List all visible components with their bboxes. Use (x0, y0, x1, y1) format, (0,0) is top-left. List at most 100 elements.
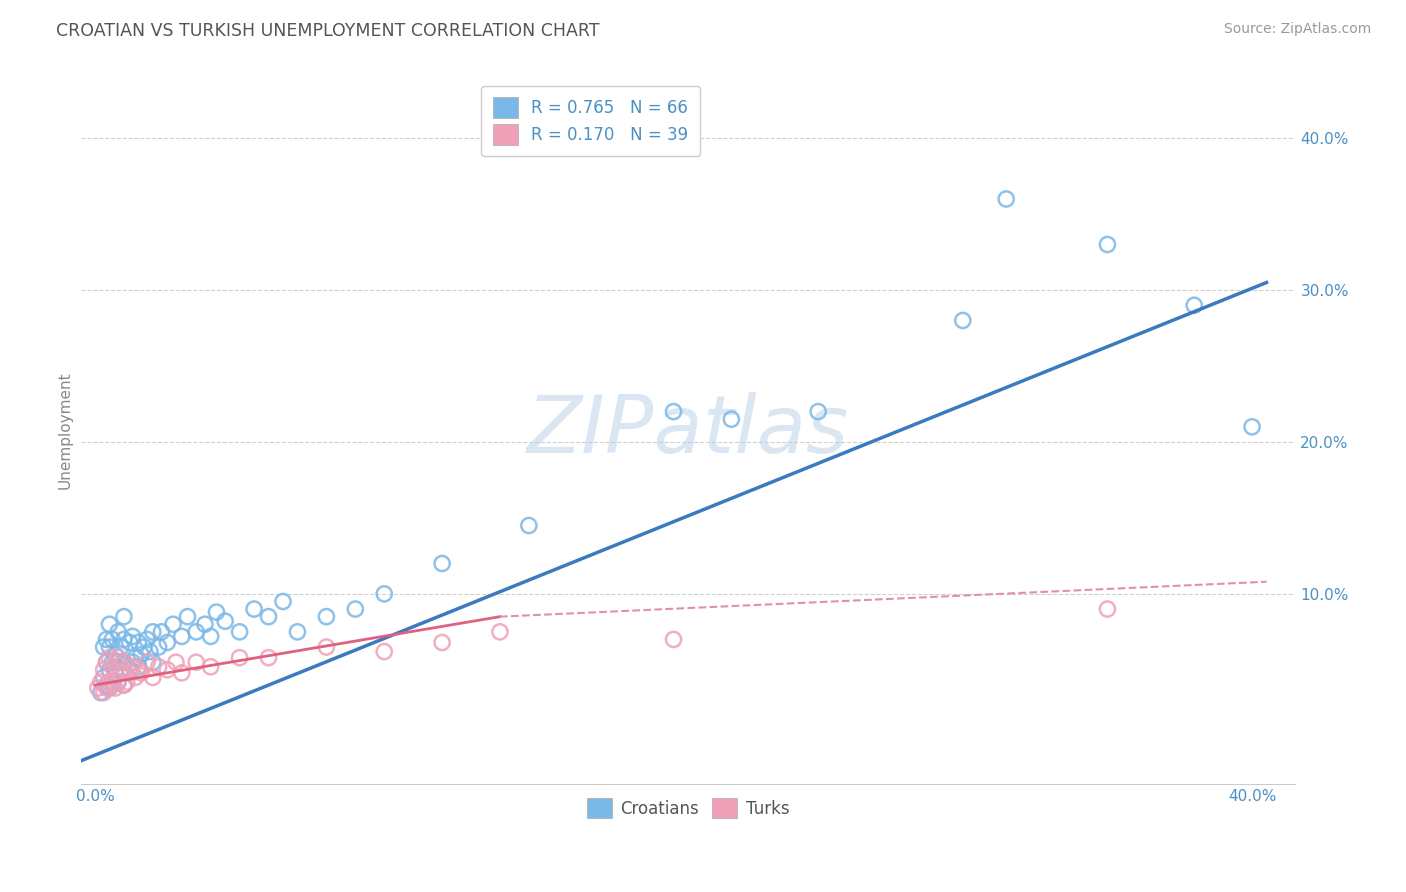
Point (110, 663, 132, 677)
Point (93, 663, 115, 677)
Point (118, 663, 141, 677)
Point (121, 629, 143, 643)
Point (124, 670, 146, 684)
Point (373, 644, 395, 658)
Point (112, 678, 135, 692)
Point (257, 609, 280, 624)
Point (228, 624, 250, 639)
Point (243, 602, 266, 616)
Point (139, 644, 162, 658)
Point (148, 640, 170, 654)
Text: Source: ZipAtlas.com: Source: ZipAtlas.com (1223, 22, 1371, 37)
Point (1182, 298, 1205, 312)
Point (87, 681, 110, 695)
Point (112, 678, 135, 692)
Point (271, 594, 294, 608)
Point (170, 629, 193, 643)
Point (110, 665, 132, 680)
Point (200, 629, 222, 643)
Point (96, 678, 118, 692)
Point (112, 655, 135, 669)
Point (101, 632, 124, 647)
Point (214, 614, 236, 628)
Point (136, 655, 159, 669)
Point (118, 665, 141, 680)
Point (127, 660, 149, 674)
Point (121, 660, 143, 674)
Point (96, 632, 118, 647)
Point (228, 650, 250, 665)
Point (107, 650, 129, 665)
Point (257, 650, 280, 665)
Y-axis label: Unemployment: Unemployment (58, 372, 72, 490)
Point (93, 685, 115, 699)
Point (287, 624, 309, 639)
Point (373, 587, 395, 601)
Point (104, 655, 127, 669)
Point (101, 660, 124, 674)
Point (156, 635, 179, 649)
Point (176, 609, 198, 624)
Point (124, 650, 146, 665)
Point (101, 678, 124, 692)
Point (720, 412, 742, 426)
Text: CROATIAN VS TURKISH UNEMPLOYMENT CORRELATION CHART: CROATIAN VS TURKISH UNEMPLOYMENT CORRELA… (56, 22, 600, 40)
Point (150, 624, 173, 639)
Point (104, 665, 127, 680)
Point (186, 655, 208, 669)
Point (194, 617, 217, 632)
Point (112, 609, 135, 624)
Point (952, 313, 974, 327)
Point (90, 675, 112, 690)
Point (96, 681, 118, 695)
Point (165, 655, 187, 669)
Point (112, 632, 135, 647)
Point (430, 557, 453, 571)
Point (129, 648, 152, 662)
Point (101, 655, 124, 669)
Point (205, 605, 228, 619)
Point (127, 635, 149, 649)
Point (98, 663, 121, 677)
Point (200, 660, 222, 674)
Point (93, 640, 115, 654)
Point (127, 663, 149, 677)
Point (134, 640, 156, 654)
Point (344, 602, 367, 616)
Point (98, 681, 121, 695)
Point (98, 640, 121, 654)
Point (1097, 602, 1119, 616)
Point (121, 655, 143, 669)
Point (90, 685, 112, 699)
Legend: Croatians, Turks: Croatians, Turks (581, 791, 796, 825)
Point (101, 675, 124, 690)
Point (662, 404, 685, 418)
Point (489, 624, 512, 639)
Point (1241, 419, 1264, 434)
Point (142, 624, 165, 639)
Point (142, 670, 165, 684)
Point (107, 675, 129, 690)
Point (107, 655, 129, 669)
Point (118, 635, 141, 649)
Point (98, 675, 121, 690)
Point (662, 632, 685, 647)
Point (807, 404, 830, 418)
Point (96, 655, 118, 669)
Point (162, 617, 184, 632)
Point (129, 665, 152, 680)
Point (1097, 237, 1119, 252)
Point (315, 640, 337, 654)
Point (517, 518, 540, 533)
Point (96, 655, 118, 669)
Point (112, 655, 135, 669)
Point (136, 632, 159, 647)
Point (995, 192, 1018, 206)
Point (142, 655, 165, 669)
Point (430, 635, 453, 649)
Point (104, 648, 127, 662)
Point (104, 681, 127, 695)
Point (186, 624, 208, 639)
Point (110, 640, 132, 654)
Point (98, 617, 121, 632)
